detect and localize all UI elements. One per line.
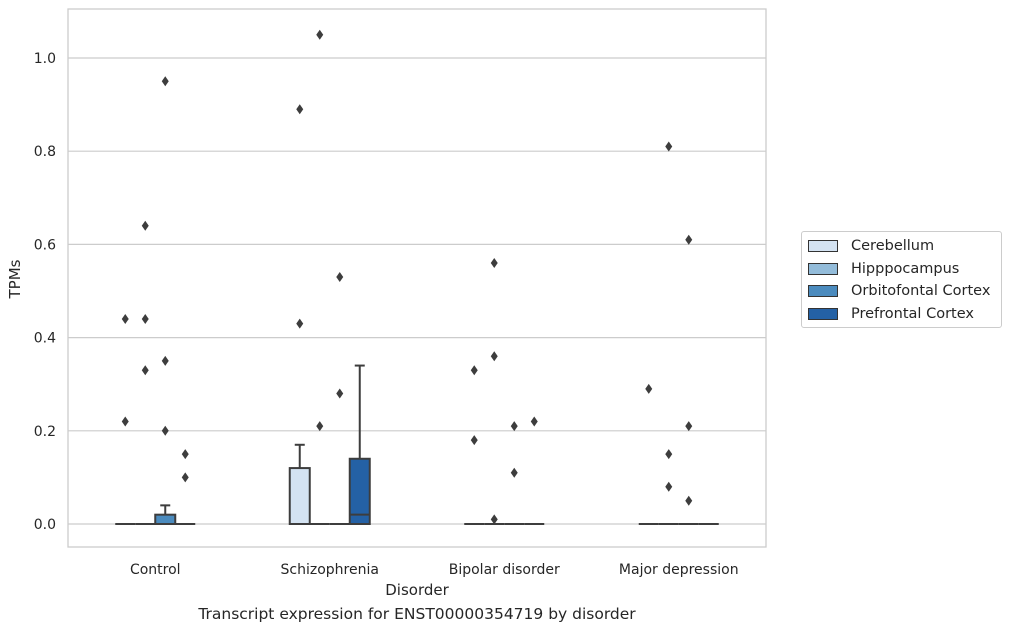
legend-swatch xyxy=(808,285,838,298)
box-cerebellum xyxy=(288,443,311,525)
outlier-point xyxy=(181,472,189,483)
outlier-point xyxy=(510,421,518,432)
y-tick-label: 0.0 xyxy=(34,517,56,533)
outlier-point xyxy=(336,388,344,399)
legend-label: Orbitofontal Cortex xyxy=(851,283,991,300)
y-tick-label: 0.2 xyxy=(34,424,56,440)
y-tick-label: 0.6 xyxy=(34,237,56,253)
x-tick-label: Schizophrenia xyxy=(281,562,379,578)
legend-item: Hipppocampus xyxy=(802,258,1001,281)
tick-layer: 0.0 0.2 0.4 0.6 0.8 1.0 Control Schizophrenia Bi… xyxy=(34,51,739,578)
x-tick-label: Major depression xyxy=(619,562,739,578)
outlier-point xyxy=(316,421,324,432)
outlier-point xyxy=(296,104,304,115)
outlier-point xyxy=(510,467,518,478)
y-tick-label: 0.8 xyxy=(34,144,56,160)
outlier-point xyxy=(161,355,169,366)
outlier-point xyxy=(161,76,169,87)
outlier-point xyxy=(336,272,344,283)
plot-frame xyxy=(67,8,767,548)
x-tick-label: Bipolar disorder xyxy=(449,562,560,578)
outlier-point xyxy=(141,313,149,324)
box-body xyxy=(288,467,311,525)
outlier-point xyxy=(685,234,693,245)
legend-label: Hipppocampus xyxy=(851,260,960,277)
outlier-point xyxy=(121,416,129,427)
outlier-point xyxy=(530,416,538,427)
outlier-point xyxy=(316,29,324,40)
outlier-point xyxy=(490,351,498,362)
box-layer xyxy=(115,364,719,526)
outlier-point xyxy=(665,141,673,152)
outlier-layer xyxy=(121,29,693,525)
y-tick-label: 0.4 xyxy=(34,331,56,347)
legend-label: Prefrontal Cortex xyxy=(851,305,974,322)
legend-swatch xyxy=(808,240,838,253)
outlier-point xyxy=(665,481,673,492)
box-body xyxy=(348,457,371,526)
legend-item: Orbitofontal Cortex xyxy=(802,280,1001,303)
y-tick-label: 1.0 xyxy=(34,51,56,67)
outlier-point xyxy=(181,449,189,460)
outlier-point xyxy=(685,421,693,432)
x-tick-label: Control xyxy=(130,562,181,578)
outlier-point xyxy=(296,318,304,329)
outlier-point xyxy=(141,220,149,231)
legend-item: Prefrontal Cortex xyxy=(802,303,1001,326)
outlier-point xyxy=(665,449,673,460)
outlier-point xyxy=(141,365,149,376)
x-axis-label: Disorder xyxy=(385,581,449,599)
outlier-point xyxy=(685,495,693,506)
grid-layer xyxy=(68,57,766,525)
chart-caption: Transcript expression for ENST0000035471… xyxy=(198,605,636,623)
legend: Cerebellum Hipppocampus Orbitofontal Corte… xyxy=(801,231,1002,328)
legend-swatch xyxy=(808,307,838,320)
y-axis-label: TPMs xyxy=(6,259,24,299)
outlier-point xyxy=(121,313,129,324)
outlier-point xyxy=(161,425,169,436)
legend-swatch xyxy=(808,262,838,275)
box-orbitofontal-cortex xyxy=(154,504,177,525)
box-body xyxy=(154,513,177,525)
legend-label: Cerebellum xyxy=(851,238,935,255)
legend-item: Cerebellum xyxy=(802,235,1001,258)
outlier-point xyxy=(470,435,478,446)
outlier-point xyxy=(470,365,478,376)
outlier-point xyxy=(645,383,653,394)
outlier-point xyxy=(490,514,498,525)
box-prefrontal-cortex xyxy=(348,364,371,526)
outlier-point xyxy=(490,258,498,269)
